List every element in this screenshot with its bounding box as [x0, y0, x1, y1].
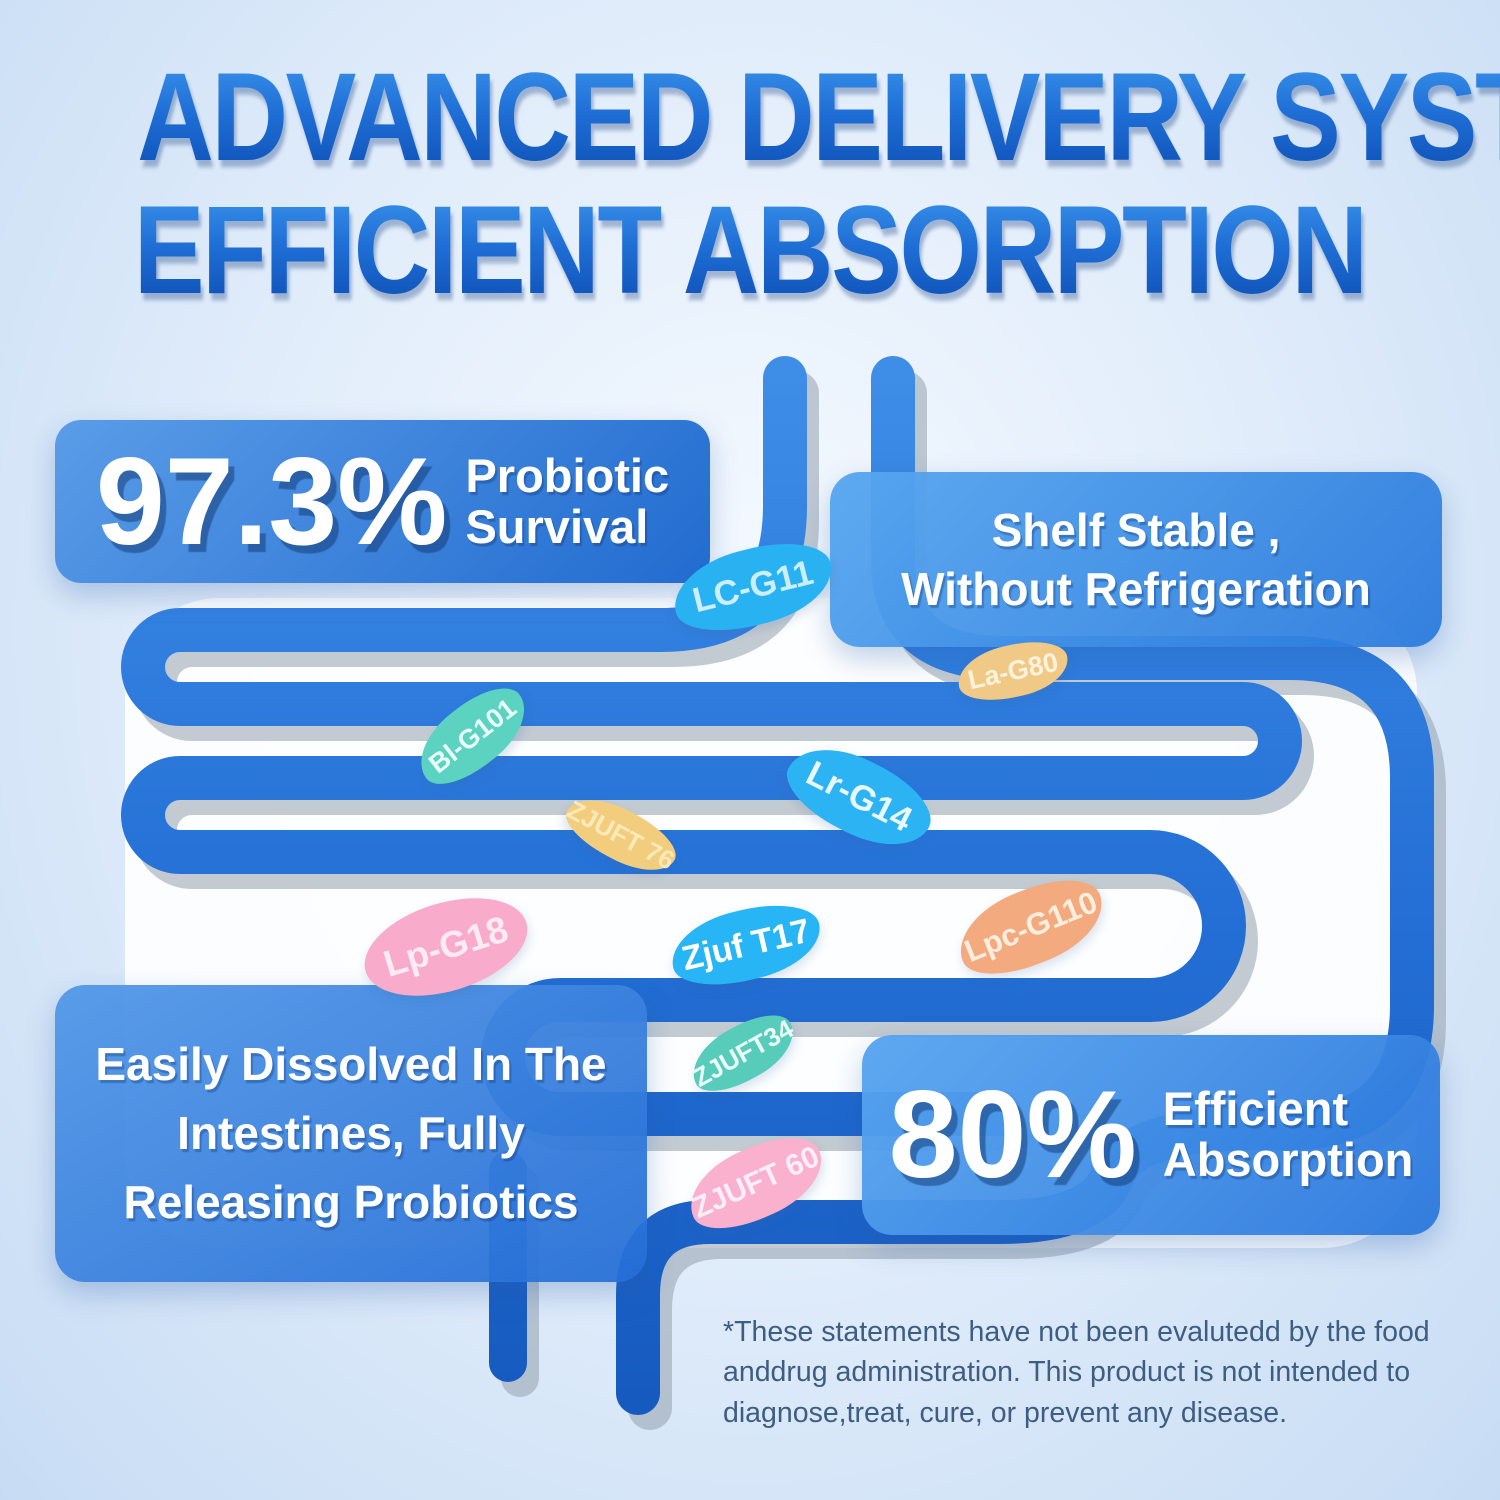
dissolve-line3: Releasing Probiotics: [123, 1176, 579, 1228]
shelf-stable-box: Shelf Stable , Without Refrigeration: [830, 472, 1442, 647]
shelf-line2: Without Refrigeration: [901, 562, 1371, 615]
survival-value: 97.3%: [95, 432, 448, 571]
absorption-label-line2: Absorption: [1162, 1133, 1414, 1186]
absorption-label-line1: Efficient: [1162, 1082, 1349, 1136]
absorption-value: 80%: [888, 1066, 1137, 1204]
absorption-stat-box: 80% Efficient Absorption: [862, 1035, 1440, 1235]
dissolve-line1: Easily Dissolved In The: [95, 1038, 607, 1090]
dissolve-box: Easily Dissolved In The Intestines, Full…: [55, 985, 647, 1282]
survival-stat-box: 97.3% Probiotic Survival: [55, 420, 710, 583]
disclaimer-line3: diagnose,treat, cure, or prevent any dis…: [723, 1396, 1288, 1429]
title-line1: ADVANCED DELIVERY SYSTEM: [137, 51, 1500, 185]
disclaimer-line2: anddrug administration. This product is …: [723, 1356, 1411, 1389]
survival-label: Probiotic Survival: [465, 448, 670, 553]
fda-disclaimer: *These statements have not been evaluted…: [723, 1312, 1463, 1433]
shelf-line1: Shelf Stable ,: [991, 503, 1281, 556]
absorption-label: Efficient Absorption: [1162, 1082, 1414, 1186]
disclaimer-line1: *These statements have not been evaluted…: [723, 1316, 1430, 1348]
survival-label-line1: Probiotic: [465, 448, 670, 502]
survival-label-line2: Survival: [465, 499, 649, 553]
dissolve-line2: Intestines, Fully: [177, 1107, 525, 1159]
title-line2: EFFICIENT ABSORPTION: [134, 180, 1368, 320]
page-title: ADVANCED DELIVERY SYSTEM EFFICIENT ABSOR…: [0, 51, 1500, 320]
